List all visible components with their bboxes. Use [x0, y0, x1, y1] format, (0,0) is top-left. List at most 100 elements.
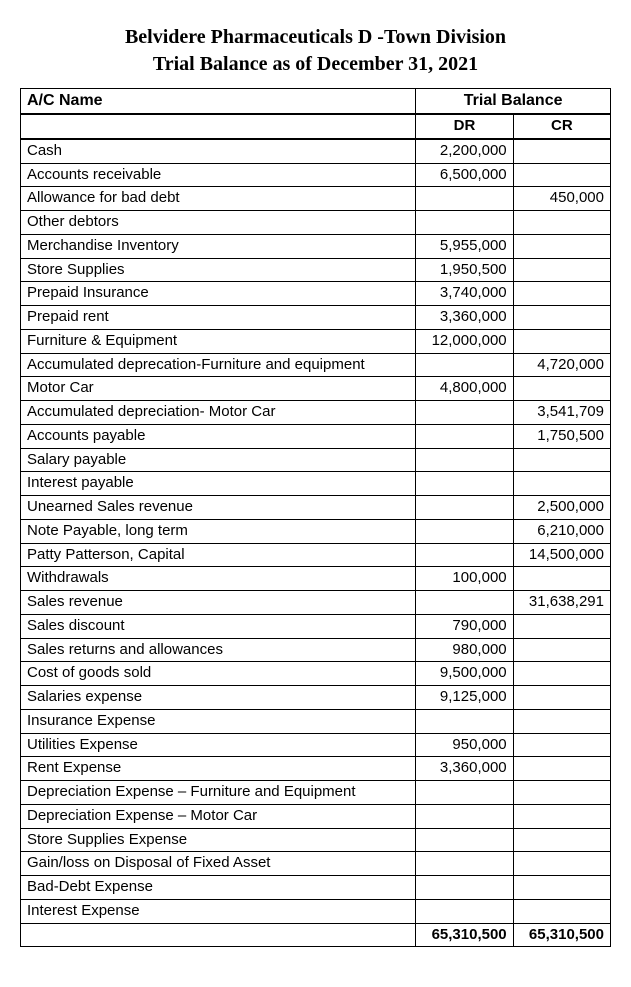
dr-cell [416, 709, 513, 733]
cr-cell: 6,210,000 [513, 519, 610, 543]
cr-cell [513, 282, 610, 306]
account-name-cell: Merchandise Inventory [21, 234, 416, 258]
dr-cell: 9,125,000 [416, 686, 513, 710]
account-name-cell: Bad-Debt Expense [21, 876, 416, 900]
cr-cell [513, 448, 610, 472]
dr-cell: 2,200,000 [416, 139, 513, 163]
table-row: Interest Expense [21, 899, 611, 923]
cr-cell [513, 733, 610, 757]
dr-cell [416, 187, 513, 211]
title-line-2: Trial Balance as of December 31, 2021 [20, 51, 611, 78]
cr-cell [513, 139, 610, 163]
cr-cell: 4,720,000 [513, 353, 610, 377]
trial-balance-table: A/C Name Trial Balance DR CR Cash2,200,0… [20, 88, 611, 947]
account-name-cell: Patty Patterson, Capital [21, 543, 416, 567]
table-row: Note Payable, long term 6,210,000 [21, 519, 611, 543]
dr-cell: 980,000 [416, 638, 513, 662]
dr-cell [416, 472, 513, 496]
cr-cell: 14,500,000 [513, 543, 610, 567]
dr-cell: 790,000 [416, 614, 513, 638]
dr-cell [416, 543, 513, 567]
table-row: Depreciation Expense – Motor Car [21, 804, 611, 828]
table-row: Prepaid Insurance3,740,000 [21, 282, 611, 306]
cr-cell: 3,541,709 [513, 401, 610, 425]
dr-cell [416, 401, 513, 425]
col-header-trial-balance: Trial Balance [416, 89, 611, 115]
table-row: Sales discount790,000 [21, 614, 611, 638]
dr-cell [416, 519, 513, 543]
dr-cell [416, 899, 513, 923]
account-name-cell: Note Payable, long term [21, 519, 416, 543]
account-name-cell: Furniture & Equipment [21, 329, 416, 353]
col-header-blank [21, 114, 416, 139]
cr-cell [513, 804, 610, 828]
cr-cell: 1,750,500 [513, 424, 610, 448]
account-name-cell: Allowance for bad debt [21, 187, 416, 211]
totals-dr-cell: 65,310,500 [416, 923, 513, 947]
table-row: Bad-Debt Expense [21, 876, 611, 900]
cr-cell [513, 567, 610, 591]
cr-cell: 2,500,000 [513, 496, 610, 520]
table-row: Utilities Expense950,000 [21, 733, 611, 757]
table-row: Interest payable [21, 472, 611, 496]
cr-cell [513, 852, 610, 876]
cr-cell [513, 899, 610, 923]
dr-cell: 3,360,000 [416, 306, 513, 330]
col-header-cr: CR [513, 114, 610, 139]
dr-cell [416, 804, 513, 828]
dr-cell: 950,000 [416, 733, 513, 757]
cr-cell [513, 163, 610, 187]
table-row: Cost of goods sold9,500,000 [21, 662, 611, 686]
table-row: Cash2,200,000 [21, 139, 611, 163]
table-row: Gain/loss on Disposal of Fixed Asset [21, 852, 611, 876]
account-name-cell: Accumulated deprecation-Furniture and eq… [21, 353, 416, 377]
totals-cr-cell: 65,310,500 [513, 923, 610, 947]
table-row: Depreciation Expense – Furniture and Equ… [21, 781, 611, 805]
account-name-cell: Insurance Expense [21, 709, 416, 733]
dr-cell [416, 876, 513, 900]
table-row: Accumulated deprecation-Furniture and eq… [21, 353, 611, 377]
dr-cell: 1,950,500 [416, 258, 513, 282]
account-name-cell: Motor Car [21, 377, 416, 401]
dr-cell [416, 781, 513, 805]
cr-cell [513, 781, 610, 805]
account-name-cell: Accumulated depreciation- Motor Car [21, 401, 416, 425]
account-name-cell: Sales discount [21, 614, 416, 638]
cr-cell: 450,000 [513, 187, 610, 211]
dr-cell [416, 353, 513, 377]
account-name-cell: Depreciation Expense – Furniture and Equ… [21, 781, 416, 805]
cr-cell [513, 638, 610, 662]
table-row: Merchandise Inventory5,955,000 [21, 234, 611, 258]
table-row: Withdrawals100,000 [21, 567, 611, 591]
table-row: Store Supplies1,950,500 [21, 258, 611, 282]
dr-cell [416, 448, 513, 472]
account-name-cell: Cost of goods sold [21, 662, 416, 686]
account-name-cell: Salaries expense [21, 686, 416, 710]
table-row: Accounts receivable6,500,000 [21, 163, 611, 187]
account-name-cell: Salary payable [21, 448, 416, 472]
totals-name-cell [21, 923, 416, 947]
account-name-cell: Utilities Expense [21, 733, 416, 757]
account-name-cell: Rent Expense [21, 757, 416, 781]
cr-cell [513, 472, 610, 496]
dr-cell: 3,740,000 [416, 282, 513, 306]
dr-cell [416, 211, 513, 235]
account-name-cell: Sales returns and allowances [21, 638, 416, 662]
table-row: Insurance Expense [21, 709, 611, 733]
cr-cell [513, 377, 610, 401]
cr-cell [513, 211, 610, 235]
cr-cell [513, 757, 610, 781]
account-name-cell: Gain/loss on Disposal of Fixed Asset [21, 852, 416, 876]
account-name-cell: Prepaid Insurance [21, 282, 416, 306]
account-name-cell: Other debtors [21, 211, 416, 235]
dr-cell: 5,955,000 [416, 234, 513, 258]
table-row: Accounts payable1,750,500 [21, 424, 611, 448]
col-header-ac-name: A/C Name [21, 89, 416, 115]
cr-cell [513, 686, 610, 710]
account-name-cell: Cash [21, 139, 416, 163]
account-name-cell: Accounts receivable [21, 163, 416, 187]
table-row: Store Supplies Expense [21, 828, 611, 852]
dr-cell [416, 591, 513, 615]
title-line-1: Belvidere Pharmaceuticals D -Town Divisi… [20, 24, 611, 51]
dr-cell: 6,500,000 [416, 163, 513, 187]
